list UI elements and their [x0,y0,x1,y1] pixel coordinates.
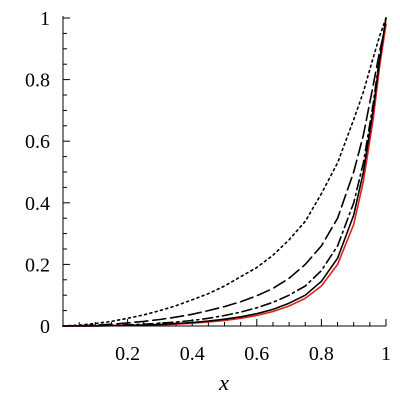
labels: 0.2 0.4 0.6 0.8 1 0 0.2 0.4 0.6 0.8 1 x [25,8,391,395]
series-layer [62,17,387,327]
series-line-4 [62,23,387,327]
series-line-3 [62,17,387,327]
x-tick-label: 0.4 [180,343,205,365]
y-tick-label: 0 [40,316,50,338]
y-tick-label: 0.8 [25,70,50,92]
y-tick-label: 1 [40,8,50,30]
x-axis-title: x [218,370,229,395]
x-tick-label: 1 [381,343,391,365]
y-tick-label: 0.6 [25,131,50,153]
series-line-5 [62,17,387,327]
x-tick-label: 0.8 [309,343,334,365]
axes [62,16,387,327]
x-tick-label: 0.2 [115,343,140,365]
series-line-2 [62,23,387,327]
x-tick-label: 0.6 [244,343,269,365]
series-line-1 [62,17,387,327]
y-tick-label: 0.2 [25,254,50,276]
y-tick-label: 0.4 [25,193,50,215]
